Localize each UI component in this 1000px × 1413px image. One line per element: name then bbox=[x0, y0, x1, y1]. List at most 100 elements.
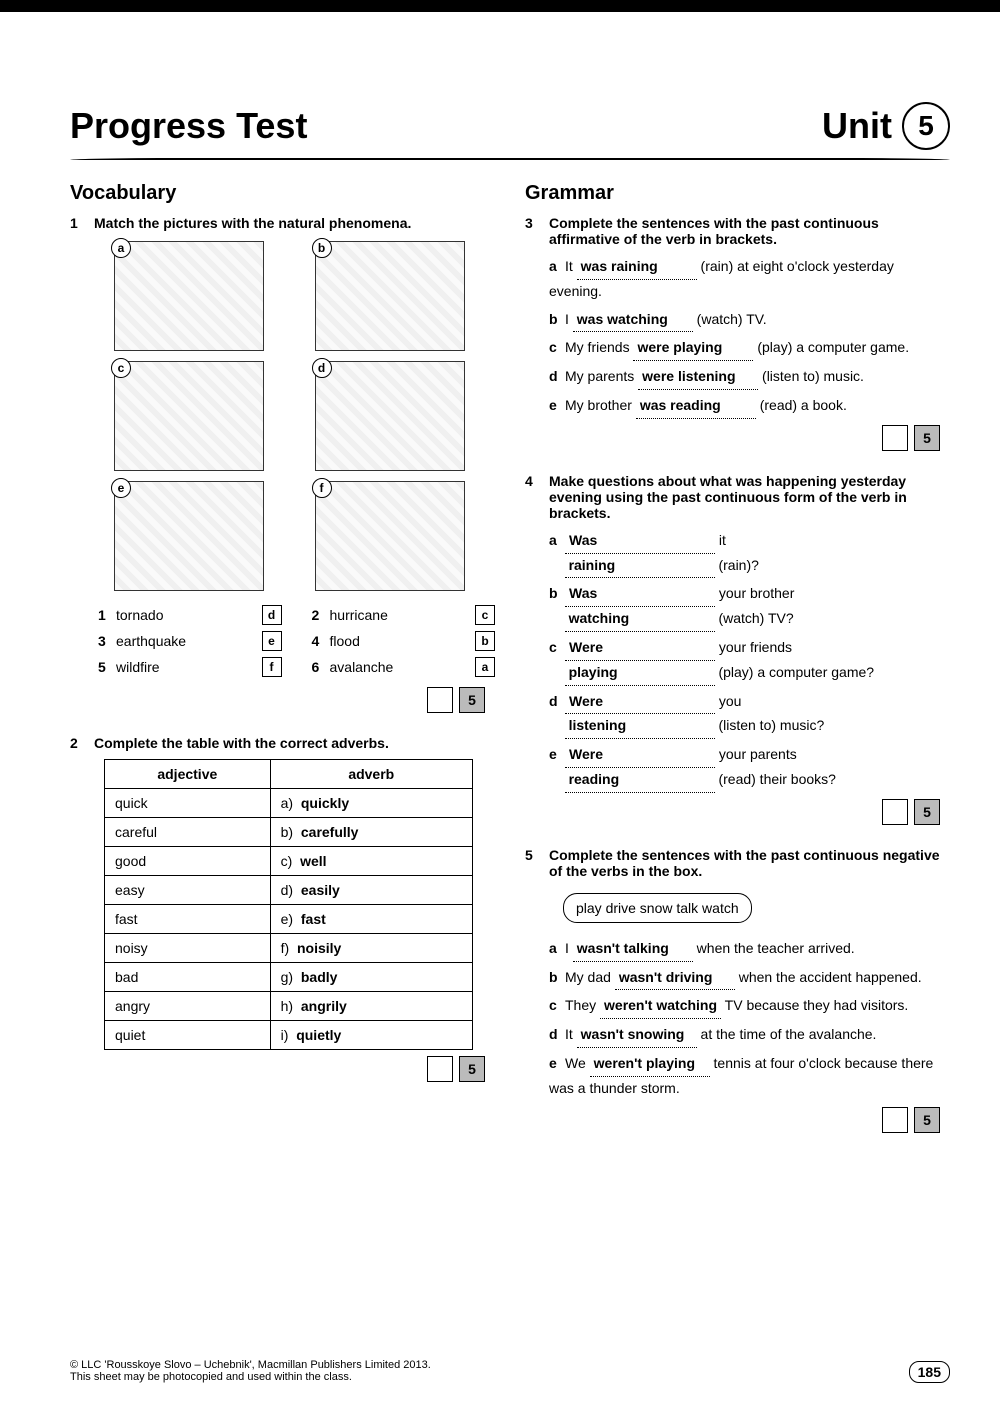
unit-label-group: Unit 5 bbox=[822, 102, 950, 150]
answer-blank[interactable]: Were bbox=[565, 636, 715, 661]
question-item: dWere you listening (listen to) music? bbox=[549, 690, 950, 740]
pic-d: d bbox=[315, 361, 465, 471]
table-row: easyd) easily bbox=[105, 876, 473, 905]
answer-box[interactable]: d bbox=[262, 605, 282, 625]
answer-blank[interactable]: watching bbox=[565, 607, 715, 632]
answer-box[interactable]: b bbox=[475, 631, 495, 651]
left-column: Vocabulary 1 Match the pictures with the… bbox=[70, 182, 495, 1155]
answer-box[interactable]: a bbox=[475, 657, 495, 677]
question-item: aWas it raining (rain)? bbox=[549, 529, 950, 579]
ex3-instruction: Complete the sentences with the past con… bbox=[549, 215, 950, 247]
ex1-instruction: Match the pictures with the natural phen… bbox=[94, 215, 495, 231]
answer-blank[interactable]: wasn't driving bbox=[615, 966, 735, 991]
answer-blank[interactable]: were playing bbox=[633, 336, 753, 361]
ex1-score: 5 bbox=[94, 687, 485, 713]
header-rule bbox=[70, 158, 950, 162]
answer-blank[interactable]: Was bbox=[565, 582, 715, 607]
answer-blank[interactable]: was raining bbox=[577, 255, 697, 280]
score-total: 5 bbox=[459, 687, 485, 713]
copyright: © LLC 'Rousskoye Slovo – Uchebnik', Macm… bbox=[70, 1359, 431, 1371]
ex1-match-list: 1tornadod2hurricanec3earthquakee4floodb5… bbox=[98, 605, 495, 677]
pic-b: b bbox=[315, 241, 465, 351]
sentence-item: bI was watching (watch) TV. bbox=[549, 308, 950, 333]
page-header: Progress Test Unit 5 bbox=[70, 52, 950, 150]
table-row: badg) badly bbox=[105, 963, 473, 992]
sentence-item: dMy parents were listening (listen to) m… bbox=[549, 365, 950, 390]
answer-blank[interactable]: weren't playing bbox=[590, 1052, 710, 1077]
ex4-instruction: Make questions about what was happening … bbox=[549, 473, 950, 521]
table-row: noisyf) noisily bbox=[105, 934, 473, 963]
sentence-item: cThey weren't watching TV because they h… bbox=[549, 994, 950, 1019]
sentence-item: bMy dad wasn't driving when the accident… bbox=[549, 966, 950, 991]
sentence-item: dIt wasn't snowing at the time of the av… bbox=[549, 1023, 950, 1048]
answer-blank[interactable]: was reading bbox=[636, 394, 756, 419]
exercise-1: 1 Match the pictures with the natural ph… bbox=[70, 215, 495, 727]
sentence-item: aI wasn't talking when the teacher arriv… bbox=[549, 937, 950, 962]
grammar-heading: Grammar bbox=[525, 182, 950, 205]
score-total: 5 bbox=[914, 799, 940, 825]
unit-number: 5 bbox=[902, 102, 950, 150]
table-row: angryh) angrily bbox=[105, 992, 473, 1021]
answer-box[interactable]: f bbox=[262, 657, 282, 677]
ex4-number: 4 bbox=[525, 473, 539, 839]
table-row: faste) fast bbox=[105, 905, 473, 934]
vocab-heading: Vocabulary bbox=[70, 182, 495, 205]
answer-blank[interactable]: Was bbox=[565, 529, 715, 554]
pic-c: c bbox=[114, 361, 264, 471]
score-blank[interactable] bbox=[427, 1056, 453, 1082]
question-item: bWas your brother watching (watch) TV? bbox=[549, 582, 950, 632]
ex5-wordbox: play drive snow talk watch bbox=[563, 893, 752, 923]
answer-blank[interactable]: Were bbox=[565, 690, 715, 715]
match-item: 6avalanchea bbox=[312, 657, 496, 677]
answer-box[interactable]: e bbox=[262, 631, 282, 651]
score-blank[interactable] bbox=[882, 425, 908, 451]
match-item: 5wildfiref bbox=[98, 657, 282, 677]
right-column: Grammar 3 Complete the sentences with th… bbox=[525, 182, 950, 1155]
sentence-item: cMy friends were playing (play) a comput… bbox=[549, 336, 950, 361]
score-total: 5 bbox=[914, 1107, 940, 1133]
answer-blank[interactable]: wasn't snowing bbox=[577, 1023, 697, 1048]
photocopy-note: This sheet may be photocopied and used w… bbox=[70, 1371, 431, 1383]
score-blank[interactable] bbox=[427, 687, 453, 713]
sentence-item: eWe weren't playing tennis at four o'clo… bbox=[549, 1052, 950, 1101]
answer-box[interactable]: c bbox=[475, 605, 495, 625]
exercise-2: 2 Complete the table with the correct ad… bbox=[70, 735, 495, 1096]
question-item: cWere your friends playing (play) a comp… bbox=[549, 636, 950, 686]
sentence-item: aIt was raining (rain) at eight o'clock … bbox=[549, 255, 950, 304]
adverb-table: adjective adverb quicka) quicklycarefulb… bbox=[104, 759, 473, 1050]
page-title: Progress Test bbox=[70, 105, 307, 147]
page-number: 185 bbox=[909, 1361, 950, 1383]
answer-blank[interactable]: reading bbox=[565, 768, 715, 793]
answer-blank[interactable]: was watching bbox=[573, 308, 693, 333]
answer-blank[interactable]: weren't watching bbox=[600, 994, 721, 1019]
score-blank[interactable] bbox=[882, 1107, 908, 1133]
ex2-number: 2 bbox=[70, 735, 84, 1096]
th-adjective: adjective bbox=[105, 760, 271, 789]
exercise-5: 5 Complete the sentences with the past c… bbox=[525, 847, 950, 1147]
match-item: 3earthquakee bbox=[98, 631, 282, 651]
match-item: 2hurricanec bbox=[312, 605, 496, 625]
table-row: quieti) quietly bbox=[105, 1021, 473, 1050]
ex5-instruction: Complete the sentences with the past con… bbox=[549, 847, 950, 879]
ex1-pictures: a b c d e f bbox=[114, 241, 495, 591]
answer-blank[interactable]: were listening bbox=[638, 365, 758, 390]
score-total: 5 bbox=[459, 1056, 485, 1082]
ex3-number: 3 bbox=[525, 215, 539, 465]
answer-blank[interactable]: Were bbox=[565, 743, 715, 768]
ex5-number: 5 bbox=[525, 847, 539, 1147]
page-footer: © LLC 'Rousskoye Slovo – Uchebnik', Macm… bbox=[70, 1359, 950, 1383]
answer-blank[interactable]: playing bbox=[565, 661, 715, 686]
footer-text: © LLC 'Rousskoye Slovo – Uchebnik', Macm… bbox=[70, 1359, 431, 1383]
answer-blank[interactable]: raining bbox=[565, 554, 715, 579]
pic-e: e bbox=[114, 481, 264, 591]
answer-blank[interactable]: wasn't talking bbox=[573, 937, 693, 962]
ex4-score: 5 bbox=[549, 799, 940, 825]
ex2-instruction: Complete the table with the correct adve… bbox=[94, 735, 495, 751]
table-row: goodc) well bbox=[105, 847, 473, 876]
exercise-4: 4 Make questions about what was happenin… bbox=[525, 473, 950, 839]
answer-blank[interactable]: listening bbox=[565, 714, 715, 739]
score-blank[interactable] bbox=[882, 799, 908, 825]
table-row: carefulb) carefully bbox=[105, 818, 473, 847]
table-row: quicka) quickly bbox=[105, 789, 473, 818]
exercise-3: 3 Complete the sentences with the past c… bbox=[525, 215, 950, 465]
